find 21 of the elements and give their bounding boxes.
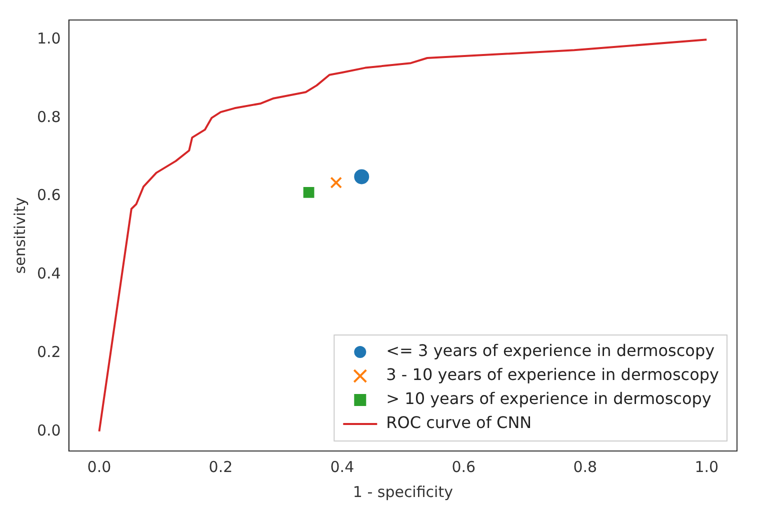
x-axis-title: 1 - specificity [352, 482, 454, 501]
x-tick-label: 0.0 [87, 458, 112, 476]
y-axis-title: sensitivity [10, 197, 29, 274]
y-tick-label: 0.0 [36, 421, 61, 440]
x-tick-label: 0.6 [452, 458, 476, 476]
point [354, 169, 370, 184]
legend-label: > 10 years of experience in dermoscopy [386, 389, 712, 408]
legend-label: 3 - 10 years of experience in dermoscopy [386, 365, 720, 384]
x-tick-label: 0.4 [330, 458, 354, 476]
point [330, 176, 342, 189]
y-tick-label: 0.4 [36, 264, 61, 283]
legend-label: ROC curve of CNN [386, 413, 532, 432]
x-tick-label: 0.8 [573, 458, 598, 476]
y-tick-label: 0.6 [36, 186, 61, 204]
y-tick-label: 0.2 [36, 342, 61, 361]
y-tick-label: 0.8 [36, 108, 61, 126]
legend-label: <= 3 years of experience in dermoscopy [386, 341, 715, 360]
x-tick-label: 1.0 [694, 458, 719, 476]
x-tick-label: 0.2 [208, 458, 233, 476]
y-tick-label: 1.0 [36, 29, 61, 48]
point [303, 186, 314, 198]
